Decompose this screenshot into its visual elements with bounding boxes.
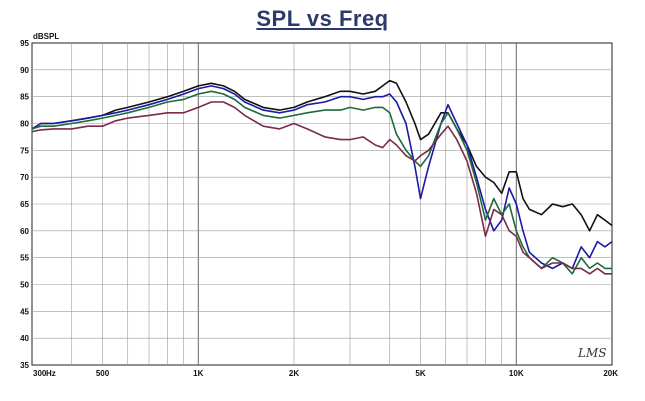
y-tick-label: 80	[20, 120, 29, 129]
y-tick-label: 35	[20, 361, 29, 370]
y-tick-label: 75	[20, 146, 29, 155]
x-tick-label: 300	[33, 369, 47, 378]
chart-title: SPL vs Freq	[256, 6, 389, 31]
y-tick-label: 90	[20, 66, 29, 75]
x-tick-label: 10K	[509, 369, 524, 378]
x-tick-label: 500	[96, 369, 110, 378]
grid-lines	[32, 43, 612, 365]
y-tick-label: 45	[20, 307, 29, 316]
y-tick-label: 95	[20, 39, 29, 48]
x-tick-label: 2K	[289, 369, 299, 378]
y-tick-label: 50	[20, 281, 29, 290]
x-tick-label: 1K	[193, 369, 203, 378]
y-tick-label: 70	[20, 173, 29, 182]
y-tick-label: 65	[20, 200, 29, 209]
series-line-1	[31, 79, 613, 232]
x-unit-label: Hz	[46, 369, 56, 378]
x-tick-label: 20K	[603, 369, 618, 378]
y-tick-label: 40	[20, 334, 29, 343]
y-tick-label: 60	[20, 227, 29, 236]
y-tick-label: 55	[20, 254, 29, 263]
series-lines	[31, 79, 613, 275]
series-line-2	[31, 85, 613, 270]
y-axis-label: dBSPL	[33, 32, 60, 41]
axis-ticks: 35 40 45 50 55 60 65 70 75 80 85 90 95 300 500 1K 2K 5K 10…	[20, 39, 618, 378]
lms-watermark: LMS	[577, 346, 606, 360]
y-tick-label: 85	[20, 93, 29, 102]
x-tick-label: 5K	[415, 369, 425, 378]
series-line-4	[31, 101, 612, 275]
